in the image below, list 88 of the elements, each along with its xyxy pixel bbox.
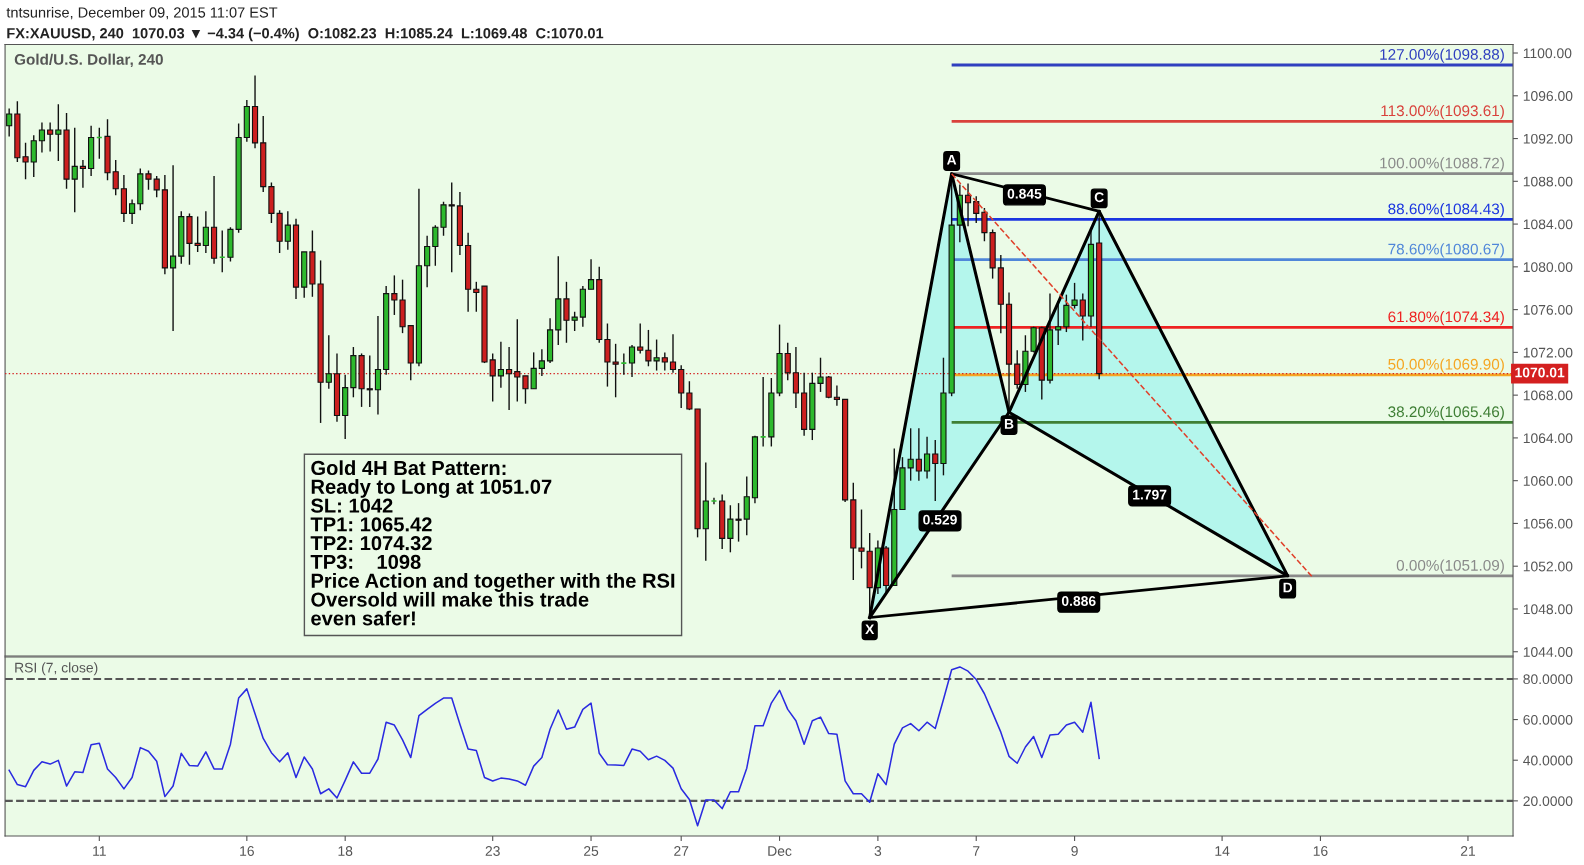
x-tick-label: 23	[485, 846, 500, 856]
candlestick	[923, 436, 931, 480]
text: tntsunrise, December 09, 2015 11:07 EST	[6, 6, 278, 20]
x-tick-label: 27	[674, 846, 689, 856]
x-tick-label: 11	[93, 846, 106, 856]
ref-line-label: 113.00%(1093.61)	[1381, 104, 1504, 120]
candlestick	[202, 210, 209, 254]
candlestick	[915, 427, 922, 482]
candlestick	[47, 121, 54, 153]
candlestick	[858, 508, 865, 570]
x-tick-label: 18	[338, 846, 353, 856]
y-tick-label: 40.0000	[1523, 755, 1573, 766]
x-tick-label: Dec	[768, 846, 792, 856]
ref-line-label: 1070.01	[1515, 367, 1565, 378]
candlestick	[538, 348, 545, 377]
candlestick	[71, 127, 78, 214]
annotation: 1.797	[1133, 489, 1167, 500]
candlestick	[973, 195, 980, 224]
candlestick	[30, 134, 37, 178]
x-tick-label: 7	[973, 846, 980, 856]
candlestick	[497, 340, 504, 389]
y-tick-label: 60.0000	[1523, 714, 1573, 725]
text: Gold/U.S. Dollar, 240	[14, 53, 163, 68]
candlestick	[424, 235, 431, 288]
text: FX:XAUUSD, 240 1070.03 ▼ −4.34 (−0.4%) O:1082.23 H:1085.24 L:1069.48 C:1070.01	[7, 27, 604, 42]
y-tick-label: 1084.00	[1523, 219, 1573, 230]
chart-title: RSI (7, close)	[15, 662, 98, 676]
x-tick-label: 14	[1215, 846, 1230, 856]
y-tick-label: 1072.00	[1523, 347, 1573, 358]
y-tick-label: 1052.00	[1523, 561, 1573, 572]
y-tick-label: 1092.00	[1523, 133, 1573, 144]
ref-line-label: 50.00%(1069.90)	[1388, 358, 1504, 373]
candlestick	[284, 210, 291, 251]
ref-line-label: 0.00%(1051.09)	[1396, 559, 1504, 574]
candlestick	[743, 475, 750, 536]
x-tick-label: 21	[1460, 846, 1476, 856]
y-tick-label: 1068.00	[1523, 390, 1573, 401]
candlestick	[112, 159, 119, 196]
annotation: 0.529	[923, 514, 957, 525]
candlestick	[678, 364, 685, 409]
ref-line-label: 127.00%(1098.88)	[1380, 48, 1504, 63]
annotation: C	[1094, 192, 1104, 203]
y-tick-label: 1064.00	[1523, 433, 1573, 444]
candlestick	[932, 439, 939, 502]
y-tick-label: 80.0000	[1523, 674, 1573, 685]
candlestick	[964, 182, 972, 227]
candlestick	[374, 315, 382, 416]
ref-line-label: 38.20%(1065.46)	[1388, 405, 1504, 421]
ref-line-label: 78.60%(1080.67)	[1388, 243, 1504, 258]
y-tick-label: 1060.00	[1523, 476, 1573, 486]
x-tick-label: 16	[240, 846, 254, 856]
candlestick	[129, 198, 136, 225]
annotation: 0.845	[1007, 188, 1042, 199]
x-tick-label: 25	[584, 846, 599, 856]
candlestick	[628, 344, 636, 378]
candlestick	[661, 351, 668, 372]
y-tick-label: 1096.00	[1523, 91, 1573, 101]
candlestick	[448, 181, 455, 273]
y-tick-label: 1044.00	[1523, 647, 1573, 657]
candlestick	[473, 281, 480, 313]
y-tick-label: 1076.00	[1523, 304, 1573, 315]
candlestick	[79, 159, 87, 189]
ref-line-label: 100.00%(1088.72)	[1380, 157, 1504, 172]
annotation: X	[865, 624, 875, 634]
candlestick	[6, 107, 13, 138]
annotation: A	[946, 155, 957, 165]
y-tick-label: 20.0000	[1523, 796, 1573, 807]
candlestick	[587, 258, 595, 290]
candlestick	[169, 164, 177, 332]
ref-line-label: 61.80%(1074.34)	[1388, 310, 1504, 326]
y-tick-label: 1048.00	[1523, 604, 1573, 615]
annotation: D	[1283, 582, 1293, 593]
candlestick	[325, 334, 332, 390]
candlestick	[833, 384, 841, 407]
candlestick	[38, 121, 46, 154]
y-tick-label: 1080.00	[1523, 262, 1573, 273]
candlestick	[637, 322, 644, 355]
x-tick-label: 9	[1071, 846, 1078, 856]
y-tick-label: 1056.00	[1523, 518, 1573, 529]
ref-line-label: 88.60%(1084.43)	[1388, 203, 1504, 218]
candlestick	[1079, 292, 1086, 342]
y-tick-label: 1100.00	[1523, 48, 1572, 59]
y-tick-label: 1088.00	[1523, 176, 1573, 187]
x-tick-label: 16	[1313, 846, 1328, 856]
text: Gold 4H Bat Pattern: Ready to Long at 1051.07 SL: 1042 TP1: 1065.42 TP2: 1074.32 TP3: 1098 Price Action and together with the RSI Oversold will make this trade even safer!	[310, 460, 675, 626]
annotation: B	[1004, 419, 1014, 429]
x-tick-label: 3	[874, 846, 882, 856]
annotation: 0.886	[1061, 596, 1096, 606]
